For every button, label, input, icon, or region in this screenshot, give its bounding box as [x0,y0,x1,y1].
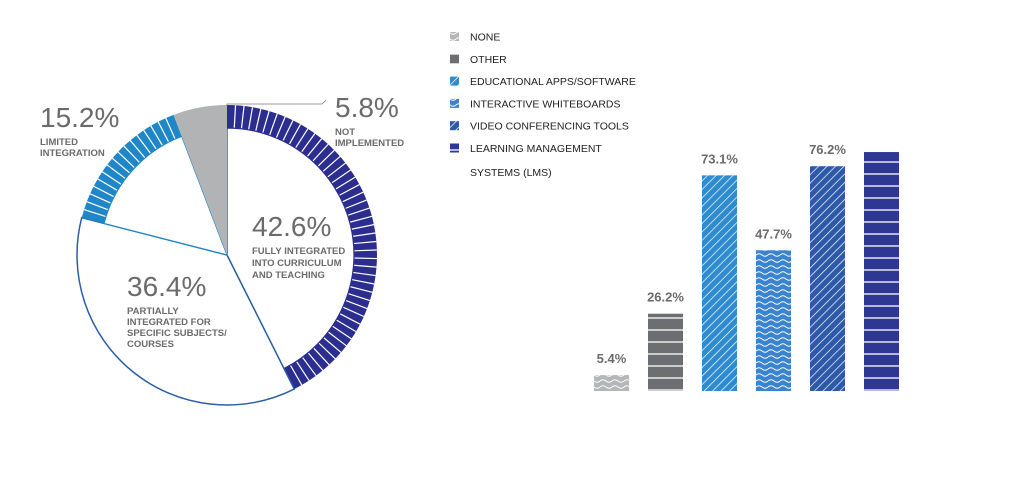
bar-0: 5.4% [594,351,629,391]
legend-swatch [450,143,459,153]
donut-caption-fully: INTO CURRICULUM [252,258,342,269]
donut-caption-limited: INTEGRATION [40,148,105,159]
legend-item-2: EDUCATIONAL APPS/SOFTWARE [450,76,636,88]
donut-caption-partially: INTEGRATED FOR [127,317,211,328]
bar-value-label: 5.4% [597,351,627,366]
leader-line-not [226,99,327,106]
bar-3: 47.7% [755,226,792,391]
legend-item-5: LEARNING MANAGEMENT SYSTEMS (LMS) [450,143,602,179]
donut-caption-partially: PARTIALLY [127,306,179,317]
legend-label: OTHER [470,54,507,66]
legend-swatch [450,32,459,41]
bar-value-label: 47.7% [755,226,792,241]
bar-rect [864,152,899,391]
legend-label: VIDEO CONFERENCING TOOLS [470,121,629,133]
legend-label: EDUCATIONAL APPS/SOFTWARE [470,76,636,88]
donut-slice-fully [226,105,377,390]
donut-ring-limited [81,114,182,224]
bar-chart: 5.4% 26.2% 73.1% 47.7% 76.2% [594,142,899,391]
legend-item-1: OTHER [450,54,507,66]
legend-item-4: VIDEO CONFERENCING TOOLS [450,121,629,133]
bar-value-label: 73.1% [701,151,738,166]
donut-caption-partially: COURSES [127,339,174,350]
legend-swatch [450,121,459,131]
donut-percent-limited: 15.2% [40,102,119,133]
donut-slice-not [173,105,227,255]
bar-rect [756,250,791,391]
donut-caption-partially: SPECIFIC SUBJECTS/ [127,328,227,339]
legend-swatch [450,98,459,108]
bar-5 [864,152,899,391]
legend-label: SYSTEMS (LMS) [470,167,552,179]
bar-4: 76.2% [809,142,846,391]
bar-legend: NONE OTHER EDUCATIONAL APPS/SOFTWARE INTERA… [450,32,636,179]
donut-chart [76,105,377,406]
donut-percent-partially: 36.4% [127,271,206,302]
bar-value-label: 26.2% [647,290,684,305]
bar-rect [702,175,737,391]
bar-value-label: 76.2% [809,142,846,157]
donut-slice-partially [76,216,296,406]
bar-rect [648,313,683,391]
donut-caption-fully: AND TEACHING [252,270,325,281]
donut-percent-fully: 42.6% [252,211,331,242]
bar-1: 26.2% [647,290,684,391]
bar-2: 73.1% [701,151,738,391]
legend-label: INTERACTIVE WHITEBOARDS [470,98,621,110]
donut-caption-not: NOT [335,127,355,138]
legend-swatch [450,76,459,86]
bar-rect [810,166,845,391]
donut-slice-limited [81,114,228,256]
donut-caption-fully: FULLY INTEGRATED [252,246,345,257]
donut-percent-not: 5.8% [335,92,399,123]
legend-swatch [450,54,459,64]
legend-item-3: INTERACTIVE WHITEBOARDS [450,98,621,110]
legend-item-0: NONE [450,32,500,44]
legend-label: NONE [470,32,500,44]
donut-caption-limited: LIMITED [40,137,78,148]
donut-ring-fully [227,105,377,390]
bar-rect [594,375,629,391]
donut-caption-not: IMPLEMENTED [335,138,404,149]
legend-label: LEARNING MANAGEMENT [470,143,602,155]
